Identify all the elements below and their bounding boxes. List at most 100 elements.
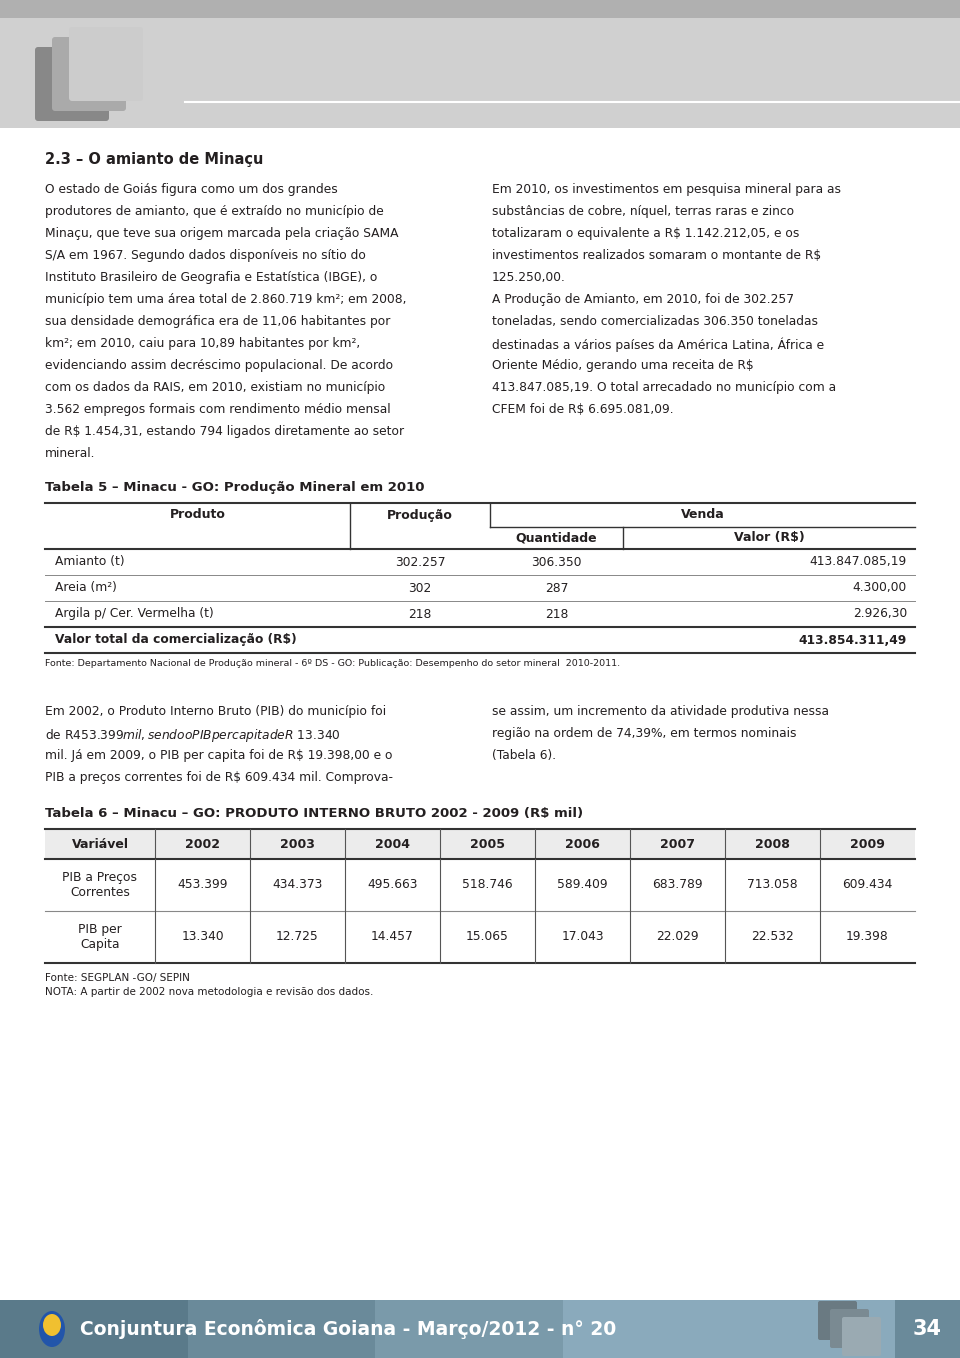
Text: 15.065: 15.065	[466, 930, 509, 944]
Text: 589.409: 589.409	[557, 879, 608, 891]
Bar	[0, 0, 960, 128]
Text: 306.350: 306.350	[531, 555, 582, 569]
Text: município tem uma área total de 2.860.719 km²; em 2008,: município tem uma área total de 2.860.71…	[45, 293, 406, 306]
Text: 413.847.085,19: 413.847.085,19	[809, 555, 907, 569]
Bar	[0, 0, 960, 18]
Text: 453.399: 453.399	[178, 879, 228, 891]
Text: substâncias de cobre, níquel, terras raras e zinco: substâncias de cobre, níquel, terras rar…	[492, 205, 794, 219]
Text: Argila p/ Cer. Vermelha (t): Argila p/ Cer. Vermelha (t)	[55, 607, 214, 621]
Text: evidenciando assim decréscimo populacional. De acordo: evidenciando assim decréscimo populacion…	[45, 359, 394, 372]
Text: produtores de amianto, que é extraído no município de: produtores de amianto, que é extraído no…	[45, 205, 384, 219]
Text: totalizaram o equivalente a R$ 1.142.212,05, e os: totalizaram o equivalente a R$ 1.142.212…	[492, 227, 800, 240]
Text: região na ordem de 74,39%, em termos nominais: região na ordem de 74,39%, em termos nom…	[492, 727, 797, 740]
Text: S/A em 1967. Segundo dados disponíveis no sítio do: S/A em 1967. Segundo dados disponíveis n…	[45, 249, 366, 262]
Text: 413.854.311,49: 413.854.311,49	[799, 633, 907, 646]
Text: 2008: 2008	[756, 838, 790, 850]
Text: 2.3 – O amianto de Minaçu: 2.3 – O amianto de Minaçu	[45, 152, 263, 167]
Bar	[895, 1300, 960, 1358]
Text: Oriente Médio, gerando uma receita de R$: Oriente Médio, gerando uma receita de R$	[492, 359, 754, 372]
Text: 302.257: 302.257	[395, 555, 445, 569]
Text: 14.457: 14.457	[372, 930, 414, 944]
Text: 4.300,00: 4.300,00	[852, 581, 907, 595]
Text: Areia (m²): Areia (m²)	[55, 581, 117, 595]
Text: 2003: 2003	[280, 838, 315, 850]
Text: se assim, um incremento da atividade produtiva nessa: se assim, um incremento da atividade pro…	[492, 705, 829, 718]
FancyBboxPatch shape	[818, 1301, 857, 1340]
Bar	[375, 1300, 563, 1358]
Text: Valor total da comercialização (R$): Valor total da comercialização (R$)	[55, 633, 297, 646]
Bar	[0, 1300, 187, 1358]
Text: investimentos realizados somaram o montante de R$: investimentos realizados somaram o monta…	[492, 249, 821, 262]
Text: Amianto (t): Amianto (t)	[55, 555, 125, 569]
Text: Em 2002, o Produto Interno Bruto (PIB) do município foi: Em 2002, o Produto Interno Bruto (PIB) d…	[45, 705, 386, 718]
Text: PIB a preços correntes foi de R$ 609.434 mil. Comprova-: PIB a preços correntes foi de R$ 609.434…	[45, 771, 393, 784]
Bar	[750, 1300, 900, 1358]
Text: 17.043: 17.043	[562, 930, 604, 944]
Bar	[45, 828, 915, 860]
FancyBboxPatch shape	[52, 37, 126, 111]
Text: mil. Já em 2009, o PIB per capita foi de R$ 19.398,00 e o: mil. Já em 2009, o PIB per capita foi de…	[45, 750, 393, 762]
Text: Em 2010, os investimentos em pesquisa mineral para as: Em 2010, os investimentos em pesquisa mi…	[492, 183, 841, 196]
Text: Produto: Produto	[170, 508, 226, 521]
Text: CFEM foi de R$ 6.695.081,09.: CFEM foi de R$ 6.695.081,09.	[492, 403, 674, 416]
Text: 19.398: 19.398	[846, 930, 889, 944]
Ellipse shape	[39, 1310, 65, 1347]
Text: 13.340: 13.340	[181, 930, 224, 944]
Text: Produção: Produção	[387, 508, 453, 521]
FancyBboxPatch shape	[830, 1309, 869, 1348]
Text: Variável: Variável	[71, 838, 129, 850]
Text: Tabela 6 – Minacu – GO: PRODUTO INTERNO BRUTO 2002 - 2009 (R$ mil): Tabela 6 – Minacu – GO: PRODUTO INTERNO …	[45, 807, 583, 820]
Text: Conjuntura Econômica Goiana - Março/2012 - n° 20: Conjuntura Econômica Goiana - Março/2012…	[80, 1319, 616, 1339]
Text: Fonte: Departamento Nacional de Produção mineral - 6º DS - GO: Publicação: Desem: Fonte: Departamento Nacional de Produção…	[45, 659, 620, 668]
Text: O estado de Goiás figura como um dos grandes: O estado de Goiás figura como um dos gra…	[45, 183, 338, 196]
Text: PIB a Preços
Correntes: PIB a Preços Correntes	[62, 870, 137, 899]
Text: Instituto Brasileiro de Geografia e Estatística (IBGE), o: Instituto Brasileiro de Geografia e Esta…	[45, 272, 377, 284]
Text: 2007: 2007	[660, 838, 695, 850]
Text: 287: 287	[545, 581, 568, 595]
Ellipse shape	[43, 1315, 61, 1336]
Text: PIB per
Capita: PIB per Capita	[78, 923, 122, 951]
Text: NOTA: A partir de 2002 nova metodologia e revisão dos dados.: NOTA: A partir de 2002 nova metodologia …	[45, 987, 373, 997]
Text: 218: 218	[408, 607, 432, 621]
Text: Minaçu, que teve sua origem marcada pela criação SAMA: Minaçu, que teve sua origem marcada pela…	[45, 227, 398, 240]
Text: 218: 218	[545, 607, 568, 621]
Text: 34: 34	[913, 1319, 942, 1339]
Text: 12.725: 12.725	[276, 930, 319, 944]
Text: A Produção de Amianto, em 2010, foi de 302.257: A Produção de Amianto, em 2010, foi de 3…	[492, 293, 794, 306]
Bar	[563, 1300, 750, 1358]
Text: Valor (R$): Valor (R$)	[733, 531, 804, 545]
Text: 2.926,30: 2.926,30	[852, 607, 907, 621]
Text: 22.532: 22.532	[751, 930, 794, 944]
Text: 2004: 2004	[375, 838, 410, 850]
Text: km²; em 2010, caiu para 10,89 habitantes por km²,: km²; em 2010, caiu para 10,89 habitantes…	[45, 337, 360, 350]
Text: 713.058: 713.058	[747, 879, 798, 891]
Text: Quantidade: Quantidade	[516, 531, 597, 545]
Text: 302: 302	[408, 581, 432, 595]
Text: Fonte: SEGPLAN -GO/ SEPIN: Fonte: SEGPLAN -GO/ SEPIN	[45, 972, 190, 983]
Text: 22.029: 22.029	[657, 930, 699, 944]
Text: 2002: 2002	[185, 838, 220, 850]
Text: 434.373: 434.373	[273, 879, 323, 891]
Text: de R$ 453.399 mil, sendo o PIB per capita de R$ 13.340: de R$ 453.399 mil, sendo o PIB per capit…	[45, 727, 341, 744]
Text: 518.746: 518.746	[462, 879, 513, 891]
Text: de R$ 1.454,31, estando 794 ligados diretamente ao setor: de R$ 1.454,31, estando 794 ligados dire…	[45, 425, 404, 439]
FancyBboxPatch shape	[35, 48, 109, 121]
FancyBboxPatch shape	[69, 27, 143, 100]
Text: (Tabela 6).: (Tabela 6).	[492, 750, 556, 762]
Text: 495.663: 495.663	[368, 879, 418, 891]
Bar	[187, 1300, 375, 1358]
Text: 2006: 2006	[565, 838, 600, 850]
Text: 125.250,00.: 125.250,00.	[492, 272, 565, 284]
Text: toneladas, sendo comercializadas 306.350 toneladas: toneladas, sendo comercializadas 306.350…	[492, 315, 818, 329]
FancyBboxPatch shape	[842, 1317, 881, 1357]
Text: 3.562 empregos formais com rendimento médio mensal: 3.562 empregos formais com rendimento mé…	[45, 403, 391, 416]
Text: 2005: 2005	[470, 838, 505, 850]
Text: mineral.: mineral.	[45, 447, 95, 460]
Text: 683.789: 683.789	[652, 879, 703, 891]
Text: Venda: Venda	[681, 508, 725, 521]
Text: sua densidade demográfica era de 11,06 habitantes por: sua densidade demográfica era de 11,06 h…	[45, 315, 391, 329]
Text: 2009: 2009	[850, 838, 885, 850]
Text: 413.847.085,19. O total arrecadado no município com a: 413.847.085,19. O total arrecadado no mu…	[492, 382, 836, 394]
Text: 609.434: 609.434	[842, 879, 893, 891]
Text: destinadas a vários países da América Latina, África e: destinadas a vários países da América La…	[492, 337, 824, 352]
